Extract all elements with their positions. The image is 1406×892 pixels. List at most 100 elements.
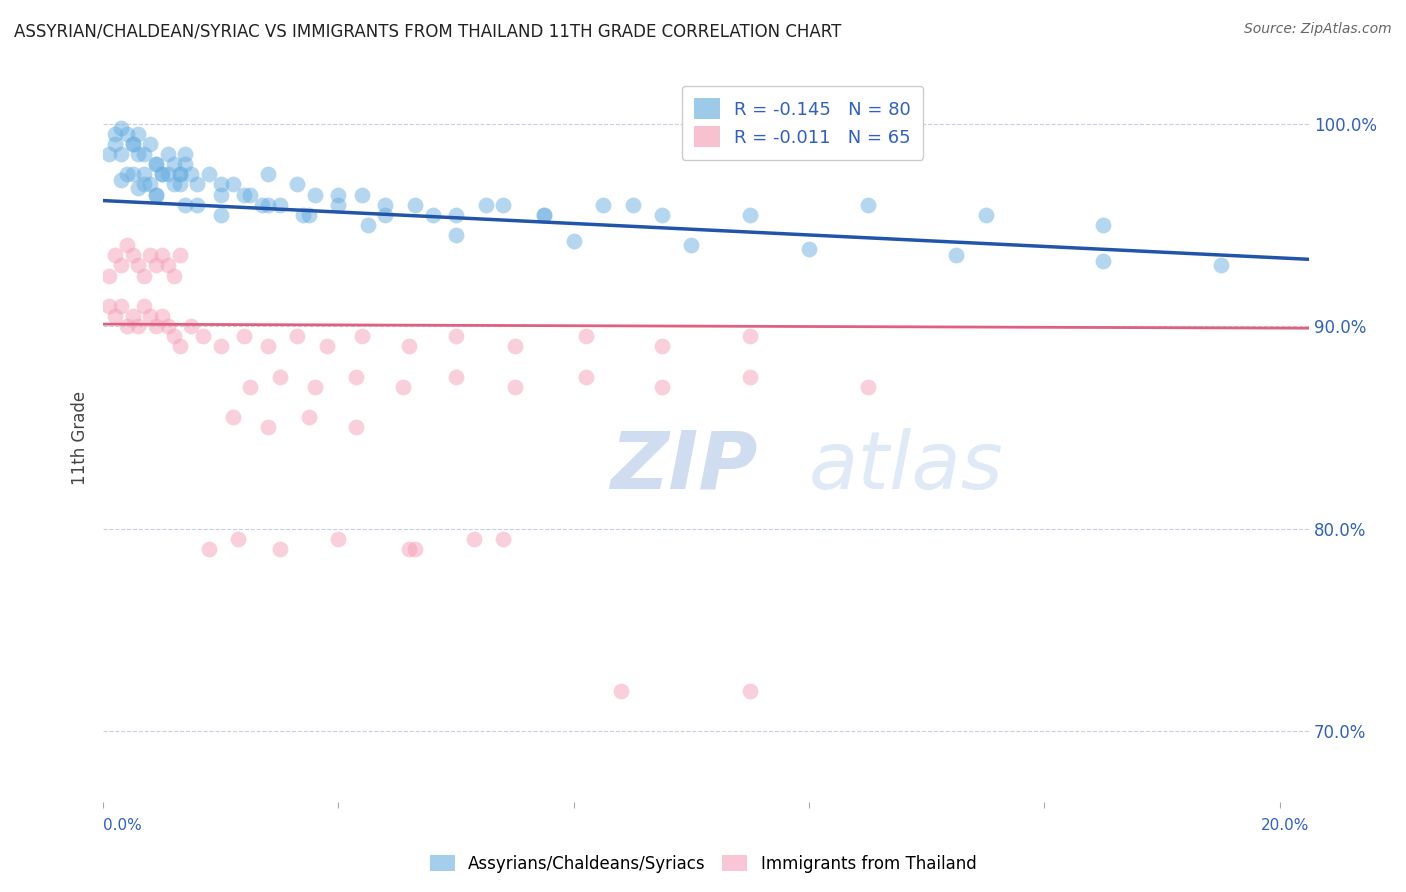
Point	[392, 380, 415, 394]
Point	[110, 259, 132, 273]
Point	[134, 268, 156, 283]
Point	[198, 541, 221, 556]
Point	[651, 339, 673, 353]
Point	[250, 197, 273, 211]
Point	[139, 248, 162, 262]
Point	[257, 420, 280, 434]
Point	[562, 234, 585, 248]
Point	[233, 329, 256, 343]
Point	[740, 369, 762, 384]
Point	[121, 309, 143, 323]
Point	[651, 380, 673, 394]
Point	[110, 173, 132, 187]
Point	[145, 187, 167, 202]
Point	[239, 187, 262, 202]
Point	[180, 319, 202, 334]
Point	[150, 248, 173, 262]
Point	[344, 369, 367, 384]
Point	[145, 319, 167, 334]
Point	[110, 120, 132, 135]
Point	[104, 309, 127, 323]
Point	[127, 259, 149, 273]
Point	[127, 181, 149, 195]
Point	[533, 208, 555, 222]
Point	[169, 167, 191, 181]
Point	[444, 208, 467, 222]
Point	[374, 197, 396, 211]
Point	[221, 410, 243, 425]
Point	[856, 197, 879, 211]
Point	[139, 309, 162, 323]
Point	[856, 380, 879, 394]
Point	[127, 127, 149, 141]
Point	[150, 167, 173, 181]
Point	[104, 136, 127, 151]
Point	[740, 208, 762, 222]
Point	[104, 248, 127, 262]
Point	[134, 299, 156, 313]
Point	[209, 178, 232, 192]
Point	[233, 187, 256, 202]
Point	[1092, 218, 1115, 232]
Point	[121, 136, 143, 151]
Point	[198, 167, 221, 181]
Point	[163, 157, 186, 171]
Point	[681, 238, 703, 252]
Point	[374, 208, 396, 222]
Point	[974, 208, 997, 222]
Point	[315, 339, 337, 353]
Point	[209, 187, 232, 202]
Point	[209, 339, 232, 353]
Point	[239, 380, 262, 394]
Point	[285, 329, 308, 343]
Point	[163, 329, 186, 343]
Point	[115, 319, 138, 334]
Point	[740, 683, 762, 698]
Point	[110, 299, 132, 313]
Point	[444, 227, 467, 242]
Point	[328, 532, 350, 546]
Point	[115, 167, 138, 181]
Point	[404, 541, 426, 556]
Point	[357, 218, 380, 232]
Point	[610, 683, 633, 698]
Point	[186, 178, 208, 192]
Point	[150, 309, 173, 323]
Point	[134, 167, 156, 181]
Point	[98, 299, 121, 313]
Point	[574, 329, 596, 343]
Point	[169, 248, 191, 262]
Point	[444, 369, 467, 384]
Point	[574, 369, 596, 384]
Point	[350, 329, 373, 343]
Point	[127, 319, 149, 334]
Point	[350, 187, 373, 202]
Point	[127, 147, 149, 161]
Point	[463, 532, 485, 546]
Point	[115, 238, 138, 252]
Point	[209, 208, 232, 222]
Point	[304, 380, 326, 394]
Point	[156, 259, 179, 273]
Text: ZIP: ZIP	[610, 428, 756, 506]
Point	[180, 167, 202, 181]
Point	[269, 197, 291, 211]
Point	[134, 147, 156, 161]
Point	[492, 532, 515, 546]
Point	[257, 339, 280, 353]
Point	[169, 339, 191, 353]
Point	[621, 197, 644, 211]
Point	[1092, 254, 1115, 268]
Point	[145, 157, 167, 171]
Text: Source: ZipAtlas.com: Source: ZipAtlas.com	[1244, 22, 1392, 37]
Point	[163, 178, 186, 192]
Point	[121, 136, 143, 151]
Point	[150, 167, 173, 181]
Text: ASSYRIAN/CHALDEAN/SYRIAC VS IMMIGRANTS FROM THAILAND 11TH GRADE CORRELATION CHAR: ASSYRIAN/CHALDEAN/SYRIAC VS IMMIGRANTS F…	[14, 22, 841, 40]
Text: 0.0%: 0.0%	[103, 818, 142, 833]
Point	[139, 136, 162, 151]
Point	[145, 187, 167, 202]
Point	[328, 187, 350, 202]
Text: atlas: atlas	[808, 428, 1004, 506]
Point	[156, 147, 179, 161]
